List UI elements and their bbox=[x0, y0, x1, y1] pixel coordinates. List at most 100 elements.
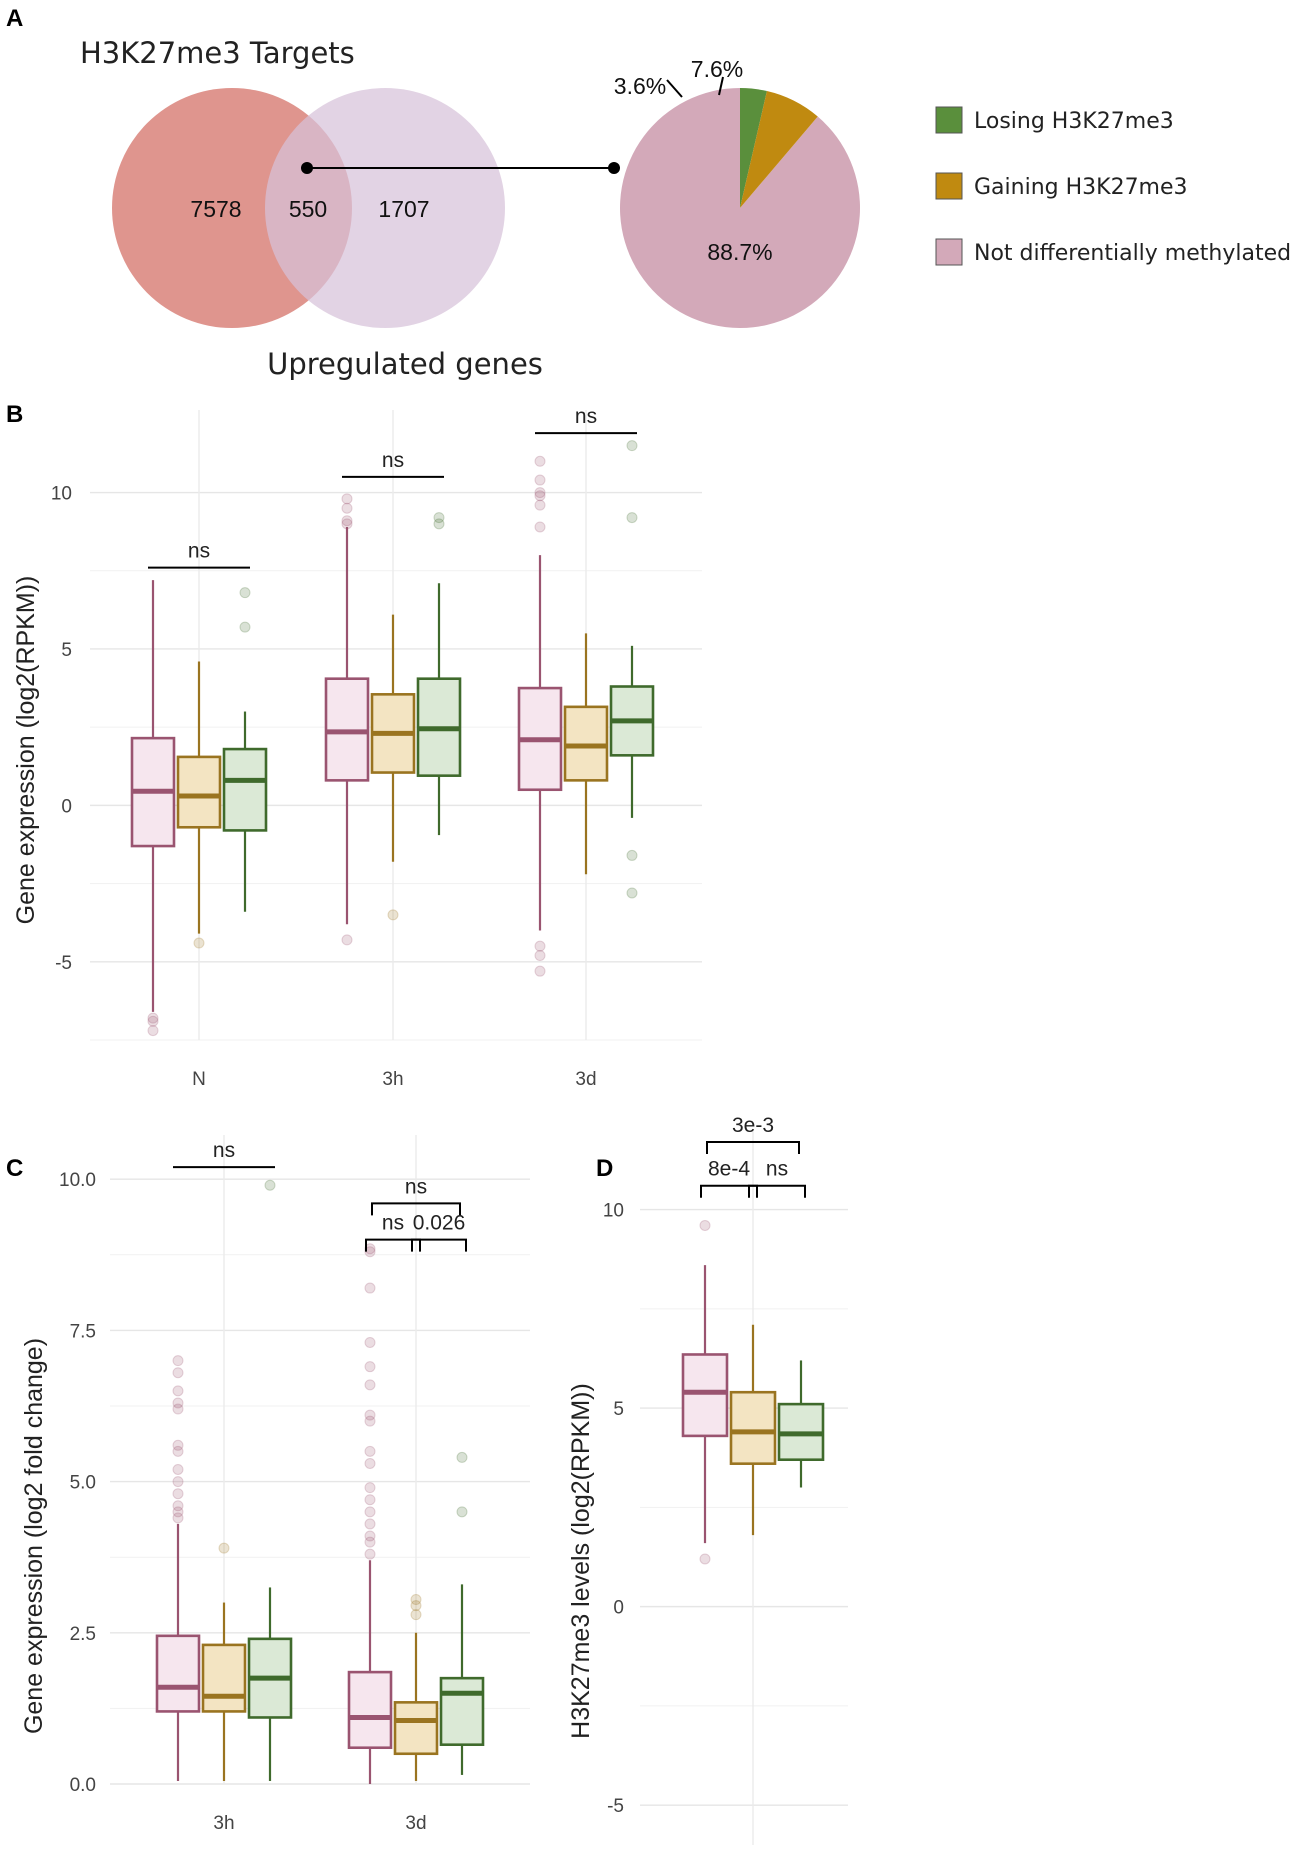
outlier-point bbox=[147, 1025, 159, 1037]
pie-leader-gaining bbox=[718, 76, 724, 96]
y-tick-label: -5 bbox=[55, 953, 72, 974]
box-losing bbox=[222, 747, 268, 832]
connector-dot-end bbox=[608, 162, 620, 174]
significance-label: ns bbox=[188, 540, 210, 563]
significance-bracket bbox=[371, 1202, 461, 1216]
panel-label-b: B bbox=[6, 401, 23, 428]
outlier-point bbox=[172, 1385, 184, 1397]
significance-label: ns bbox=[405, 1175, 427, 1198]
outlier-point bbox=[264, 1179, 276, 1191]
outlier-point bbox=[147, 1015, 159, 1027]
y-tick-label: 5 bbox=[613, 1399, 624, 1420]
outlier-point bbox=[172, 1397, 184, 1409]
y-tick-label: 2.5 bbox=[70, 1624, 96, 1645]
outlier-point bbox=[172, 1488, 184, 1500]
outlier-point bbox=[433, 512, 445, 524]
outlier-point bbox=[534, 487, 546, 499]
box-not-diff bbox=[681, 1353, 729, 1438]
pie-label-not-diff: 88.7% bbox=[707, 239, 772, 265]
y-tick-label: 7.5 bbox=[70, 1321, 96, 1342]
outlier-point bbox=[341, 518, 353, 530]
outlier-point bbox=[387, 909, 399, 921]
significance-label: ns bbox=[382, 449, 404, 472]
pie-slice-not-diff bbox=[620, 88, 861, 328]
outlier-point bbox=[341, 502, 353, 514]
box-gaining bbox=[393, 1701, 439, 1756]
significance-label: ns bbox=[213, 1139, 235, 1162]
significance-bracket bbox=[365, 1238, 421, 1252]
outlier-point bbox=[534, 950, 546, 962]
pie-slice-gaining bbox=[740, 91, 818, 208]
panel-b-y-axis-title: Gene expression (log2(RPKM)) bbox=[12, 576, 40, 925]
outlier-point bbox=[364, 1379, 376, 1391]
outlier-point bbox=[433, 518, 445, 530]
outlier-point bbox=[239, 621, 251, 633]
pie-label-gaining: 7.6% bbox=[691, 56, 743, 82]
boxplot-panel-b: -5 0 5 10 N 3h 3d ns ns ns bbox=[51, 405, 702, 1090]
outlier-point bbox=[364, 1506, 376, 1518]
y-tick-label: 5.0 bbox=[70, 1473, 96, 1494]
outlier-point bbox=[364, 1336, 376, 1348]
outlier-point bbox=[699, 1219, 711, 1231]
outlier-point bbox=[364, 1361, 376, 1373]
outlier-point bbox=[364, 1457, 376, 1469]
y-tick-label: 5 bbox=[61, 640, 72, 661]
outlier-point bbox=[172, 1355, 184, 1367]
outlier-point bbox=[364, 1282, 376, 1294]
venn-left-only-count: 7578 bbox=[190, 196, 241, 222]
significance-label: ns bbox=[766, 1158, 788, 1181]
venn-overlap-count: 550 bbox=[289, 196, 327, 222]
significance-bracket bbox=[411, 1238, 467, 1252]
legend-label-gaining: Gaining H3K27me3 bbox=[974, 175, 1188, 200]
outlier-point bbox=[172, 1367, 184, 1379]
y-tick-label: -5 bbox=[607, 1796, 624, 1817]
significance-label: 0.026 bbox=[413, 1212, 466, 1235]
pie-leader-losing bbox=[666, 79, 683, 98]
outlier-point bbox=[534, 499, 546, 511]
outlier-point bbox=[626, 512, 638, 524]
pie-labels: 3.6% 7.6% 88.7% bbox=[614, 56, 773, 265]
venn-diagram: H3K27me3 Targets 7578 550 1707 Upregulat… bbox=[80, 36, 620, 381]
outlier-point bbox=[364, 1409, 376, 1421]
pie-label-losing: 3.6% bbox=[614, 73, 666, 99]
outlier-point bbox=[364, 1482, 376, 1494]
outlier-point bbox=[534, 521, 546, 533]
outlier-point bbox=[172, 1512, 184, 1524]
legend-label-not-diff: Not differentially methylated bbox=[974, 241, 1291, 266]
outlier-point bbox=[364, 1494, 376, 1506]
box-not-diff bbox=[155, 1634, 201, 1713]
significance-bracket bbox=[700, 1184, 758, 1198]
pie-chart bbox=[620, 88, 861, 328]
venn-right-only-count: 1707 bbox=[378, 196, 429, 222]
outlier-point bbox=[172, 1403, 184, 1415]
y-tick-label: 10 bbox=[51, 484, 72, 505]
box-gaining bbox=[201, 1643, 247, 1713]
outlier-point bbox=[193, 937, 205, 949]
outlier-point bbox=[364, 1415, 376, 1427]
venn-title: H3K27me3 Targets bbox=[80, 36, 355, 70]
panel-label-d: D bbox=[596, 1155, 613, 1182]
outlier-point bbox=[218, 1542, 230, 1554]
outlier-point bbox=[626, 440, 638, 452]
significance-bracket bbox=[748, 1184, 806, 1198]
outlier-point bbox=[534, 940, 546, 952]
x-tick-label: 3h bbox=[213, 1813, 234, 1834]
significance-label: ns bbox=[575, 405, 597, 428]
panel-label-c: C bbox=[6, 1155, 23, 1182]
box-gaining bbox=[729, 1390, 777, 1465]
significance-label: 3e-3 bbox=[732, 1114, 774, 1137]
outlier-point bbox=[410, 1594, 422, 1606]
outlier-point bbox=[364, 1530, 376, 1542]
outlier-point bbox=[626, 887, 638, 899]
x-tick-label: N bbox=[192, 1069, 206, 1090]
outlier-point bbox=[239, 587, 251, 599]
outlier-point bbox=[341, 493, 353, 505]
outlier-point bbox=[364, 1536, 376, 1548]
outlier-point bbox=[172, 1506, 184, 1518]
outlier-point bbox=[172, 1476, 184, 1488]
outlier-point bbox=[410, 1609, 422, 1621]
outlier-point bbox=[341, 515, 353, 527]
y-tick-label: 0 bbox=[613, 1598, 624, 1619]
panel-c-y-axis-title: Gene expression (log2 fold change) bbox=[20, 1338, 48, 1734]
